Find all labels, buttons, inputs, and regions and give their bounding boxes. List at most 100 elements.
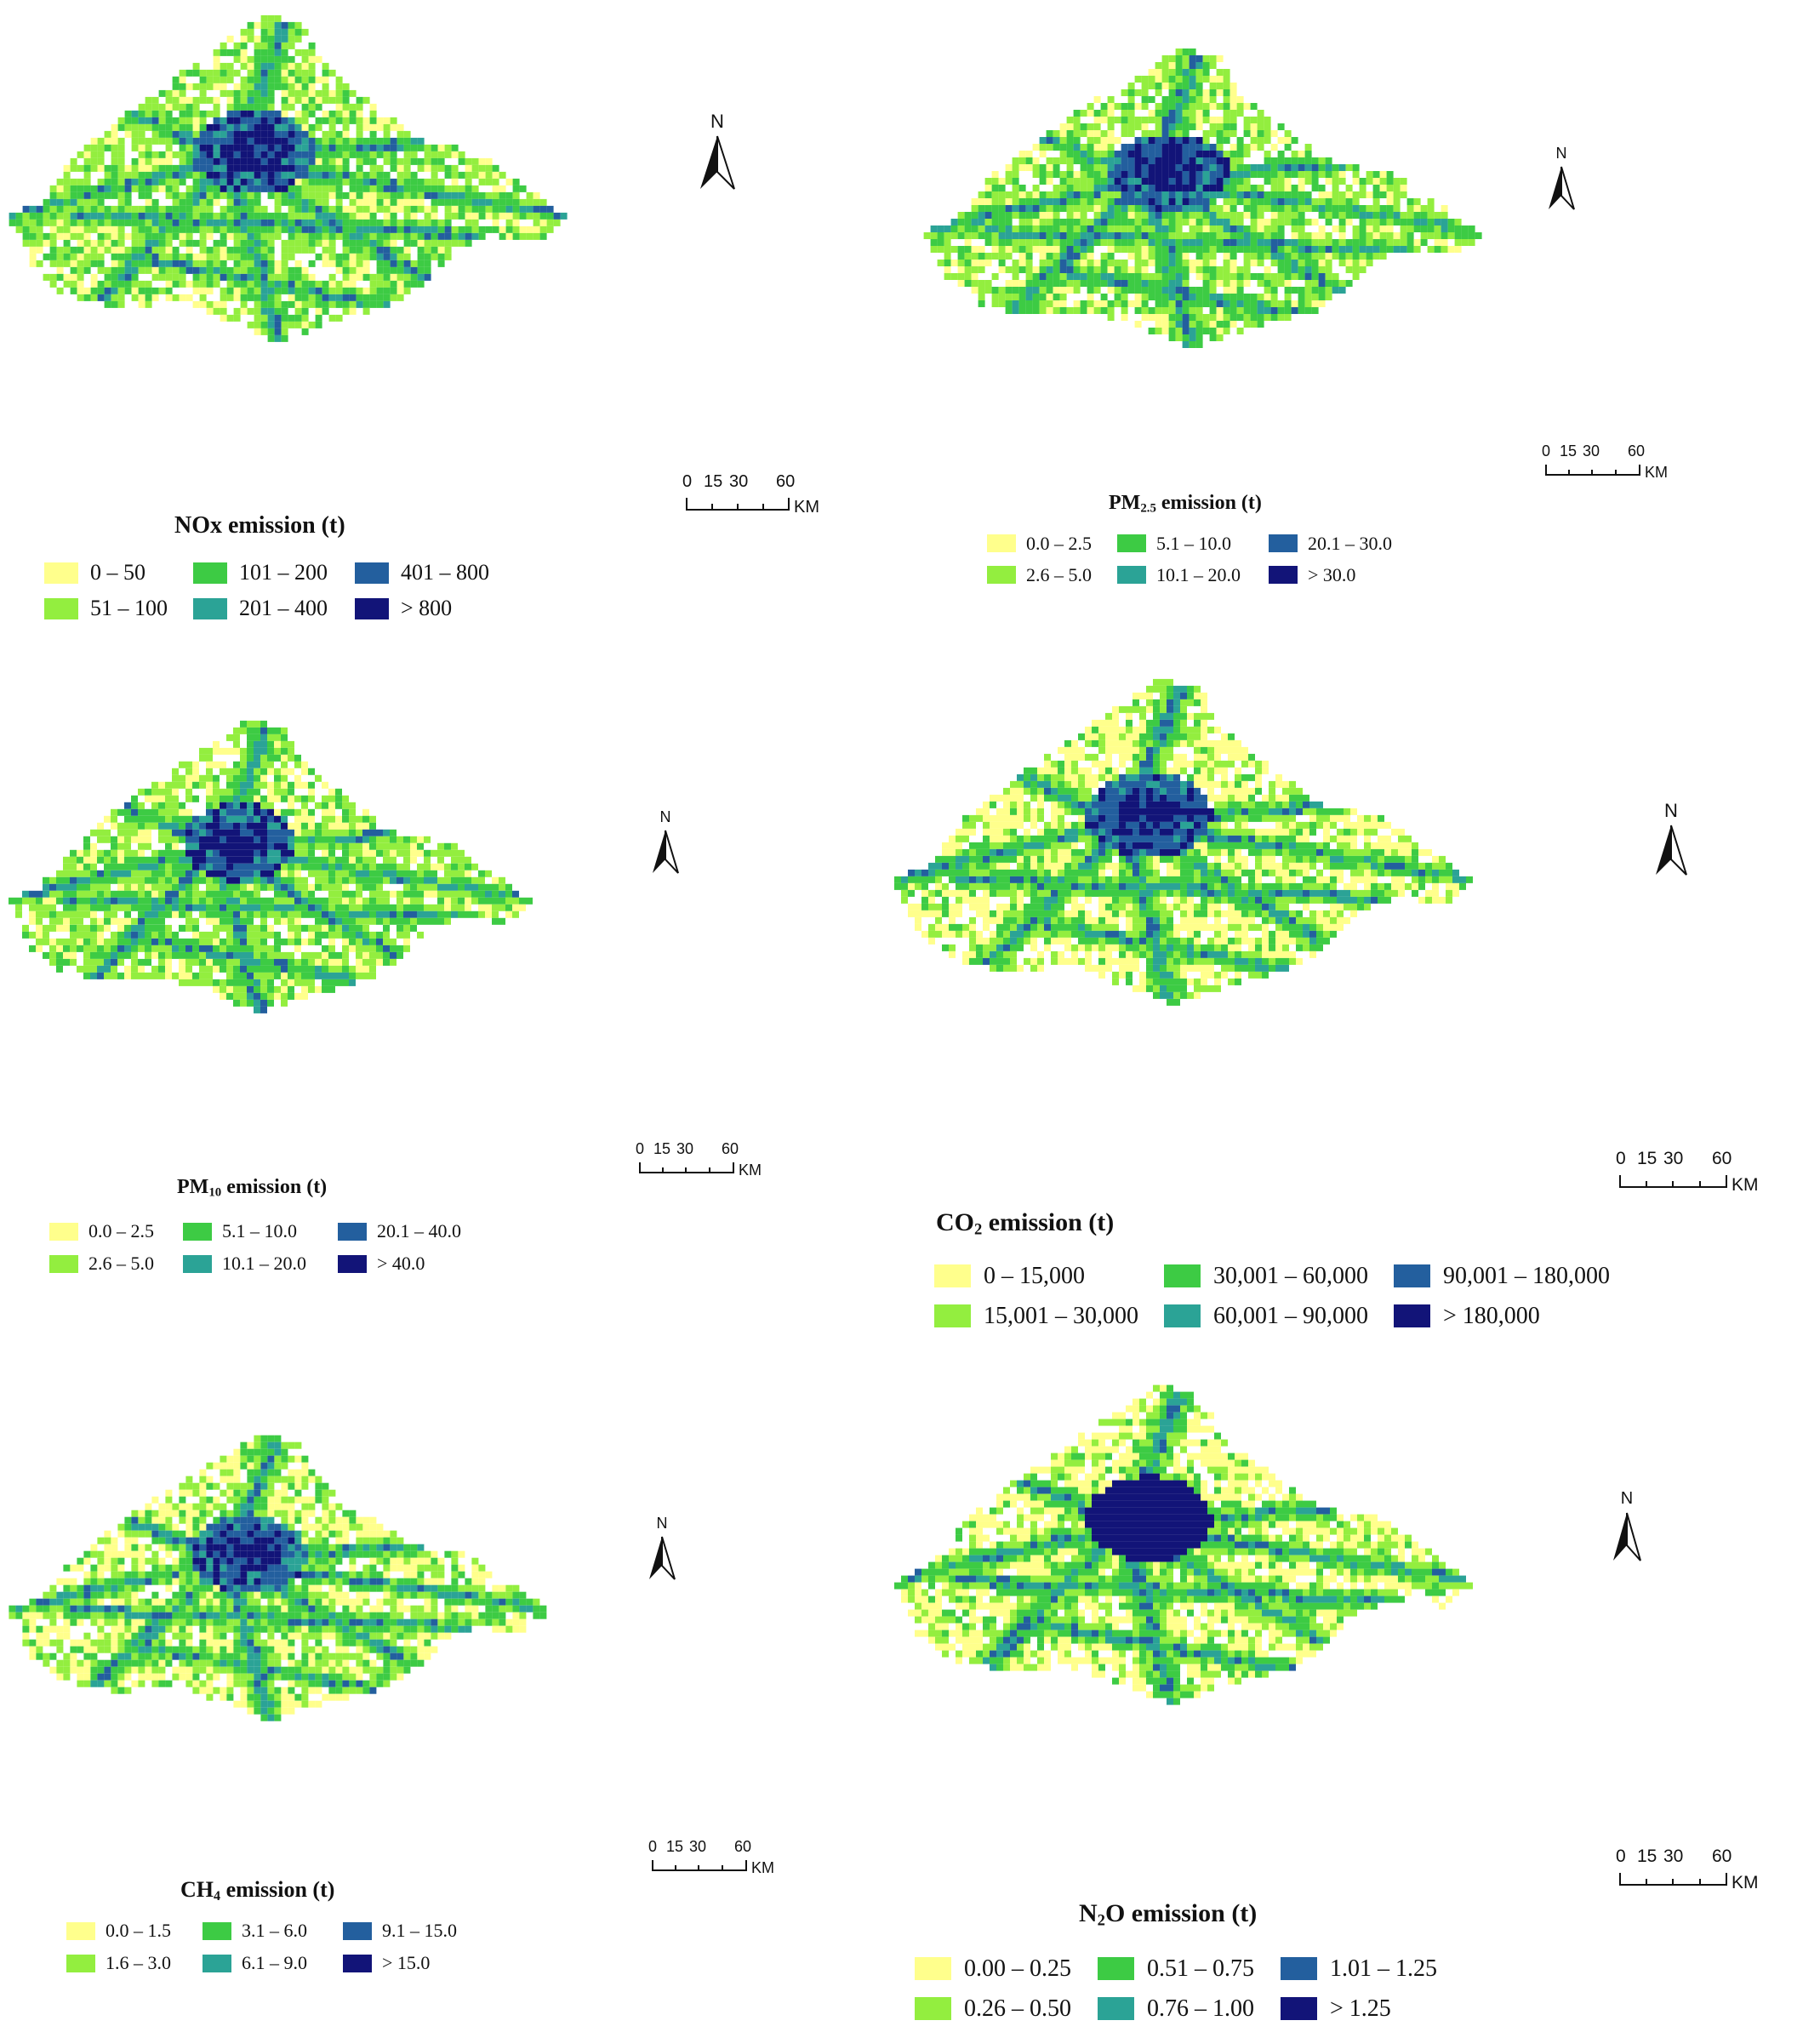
legend-swatch — [193, 562, 227, 584]
legend-item: 5.1 – 10.0 — [183, 1215, 338, 1247]
legend-label: > 15.0 — [382, 1952, 431, 1973]
panel-co2: N 0 15 30 60 KM CO2 emission (t) 0 – 15,… — [885, 664, 1820, 1344]
scale-tick: 30 — [689, 1838, 707, 1855]
legend-swatch — [355, 562, 389, 584]
legend-item: 0.51 – 0.75 — [1098, 1949, 1281, 1989]
map-pm25 — [923, 49, 1482, 348]
legend: 0.0 – 2.5 2.6 – 5.0 5.1 – 10.0 10.1 – 20.0 2… — [49, 1215, 491, 1280]
panel-ch4: N 0 15 30 60 KM CH4 emission (t) 0.0 – 1… — [0, 1421, 885, 2000]
legend-item: 1.01 – 1.25 — [1281, 1949, 1459, 1989]
legend-label: 6.1 – 9.0 — [242, 1952, 307, 1973]
legend-swatch — [49, 1222, 78, 1241]
scale-unit: KM — [1732, 1873, 1759, 1892]
legend-item: 51 – 100 — [44, 591, 193, 626]
legend-label: 10.1 – 20.0 — [1156, 563, 1241, 585]
legend-swatch — [44, 562, 78, 584]
scale-tick: 15 — [1637, 1846, 1657, 1866]
legend-label: > 180,000 — [1443, 1302, 1540, 1329]
scale-tick: 0 — [682, 472, 693, 491]
scale-unit: KM — [1645, 464, 1668, 481]
legend-swatch — [338, 1222, 367, 1241]
legend-label: 101 – 200 — [239, 560, 328, 585]
scale-tick: 15 — [704, 472, 723, 491]
legend-item: 0 – 50 — [44, 555, 193, 591]
legend-label: 5.1 – 10.0 — [1156, 532, 1231, 554]
legend-label: 90,001 – 180,000 — [1443, 1262, 1610, 1289]
legend-label: 401 – 800 — [401, 560, 489, 585]
panel-nox: N 0 15 30 60 KM NOx emission (t) 0 – 50 5… — [0, 0, 902, 630]
legend-item: 101 – 200 — [193, 555, 355, 591]
map-pm10 — [9, 720, 533, 1013]
legend-swatch — [1281, 1997, 1317, 2020]
legend-swatch — [915, 1997, 951, 2020]
legend-label: 1.01 – 1.25 — [1330, 1955, 1437, 1982]
legend-swatch — [338, 1254, 367, 1273]
legend-label: > 30.0 — [1308, 563, 1356, 585]
scale-tick: 0 — [1616, 1149, 1626, 1168]
legend-item: 9.1 – 15.0 — [343, 1915, 496, 1947]
legend-swatch — [66, 1954, 95, 1972]
legend-label: 0.76 – 1.00 — [1147, 1995, 1254, 2022]
legend-swatch — [987, 534, 1016, 552]
legend-swatch — [355, 597, 389, 619]
scale-tick: 30 — [676, 1140, 694, 1157]
legend-label: 9.1 – 15.0 — [382, 1920, 457, 1941]
legend-item: 20.1 – 30.0 — [1269, 528, 1422, 559]
legend-swatch — [49, 1254, 78, 1273]
panel-pm25: N 0 15 30 60 KM PM2.5 emission (t) 0.0 –… — [915, 34, 1820, 613]
legend-swatch — [183, 1254, 212, 1273]
legend-label: 20.1 – 30.0 — [1308, 532, 1392, 554]
legend-label: 0.0 – 2.5 — [1026, 532, 1092, 554]
legend-swatch — [1269, 566, 1298, 584]
legend: 0.0 – 2.5 2.6 – 5.0 5.1 – 10.0 10.1 – 20.0 2… — [987, 528, 1422, 591]
scale-tick: 30 — [1583, 442, 1600, 459]
scale-tick: 0 — [1616, 1846, 1626, 1866]
map-co2 — [894, 678, 1473, 1006]
legend-swatch — [1269, 534, 1298, 552]
legend-swatch — [343, 1954, 372, 1972]
legend-label: 1.6 – 3.0 — [106, 1952, 171, 1973]
legend-label: 0.51 – 0.75 — [1147, 1955, 1254, 1982]
scale-bar: 0 15 30 60 KM — [1616, 1149, 1772, 1196]
north-arrow: N — [1608, 1489, 1646, 1564]
legend-title: PM2.5 emission (t) — [1109, 492, 1262, 516]
scale-unit: KM — [794, 498, 819, 517]
legend-item: > 180,000 — [1394, 1296, 1640, 1336]
legend-swatch — [934, 1264, 971, 1287]
north-label: N — [659, 808, 671, 825]
legend-title: CH4 emission (t) — [180, 1877, 335, 1904]
legend-label: > 800 — [401, 596, 453, 620]
north-arrow: N — [648, 808, 682, 876]
north-label: N — [656, 1515, 668, 1532]
panel-n2o: N 0 15 30 60 KM N2O emission (t) 0.00 – … — [885, 1370, 1820, 2032]
scale-bar: 0 15 30 60 KM — [636, 1140, 774, 1183]
legend-label: 0.00 – 0.25 — [964, 1955, 1071, 1982]
north-label: N — [710, 111, 724, 132]
north-label: N — [1620, 1489, 1634, 1508]
legend-swatch — [66, 1921, 95, 1940]
legend-swatch — [1394, 1264, 1430, 1287]
legend-label: 10.1 – 20.0 — [222, 1253, 306, 1274]
legend-label: 60,001 – 90,000 — [1213, 1302, 1368, 1329]
legend-item: 10.1 – 20.0 — [183, 1247, 338, 1280]
legend-item: > 1.25 — [1281, 1989, 1459, 2029]
scale-tick: 60 — [722, 1140, 739, 1157]
legend-swatch — [1117, 534, 1146, 552]
panel-pm10: N 0 15 30 60 KM PM10 emission (t) 0.0 – … — [0, 706, 851, 1293]
legend-label: 5.1 – 10.0 — [222, 1220, 297, 1241]
legend-swatch — [1281, 1957, 1317, 1980]
legend-title: NOx emission (t) — [174, 512, 345, 539]
legend-swatch — [934, 1304, 971, 1327]
legend-label: 51 – 100 — [90, 596, 168, 620]
scale-tick: 0 — [1542, 442, 1551, 459]
map-n2o — [894, 1384, 1473, 1705]
scale-tick: 15 — [653, 1140, 671, 1157]
scale-unit: KM — [1732, 1175, 1759, 1195]
scale-bar: 0 15 30 60 KM — [1616, 1846, 1772, 1894]
scale-tick: 30 — [1663, 1149, 1684, 1168]
legend-label: 0.0 – 1.5 — [106, 1920, 171, 1941]
legend-title: CO2 emission (t) — [936, 1208, 1115, 1239]
legend-label: 0 – 50 — [90, 560, 145, 585]
north-arrow: N — [1651, 800, 1692, 878]
legend-swatch — [1117, 566, 1146, 584]
